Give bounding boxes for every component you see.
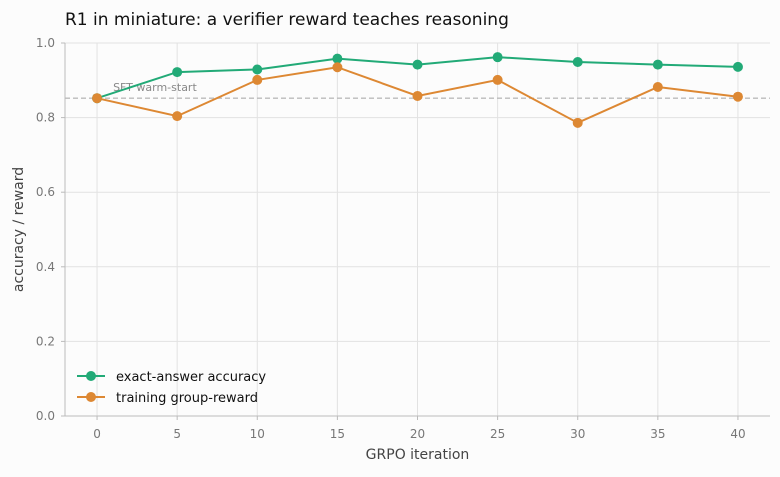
data-point-series-2 (732, 91, 743, 102)
data-point-series-2 (572, 117, 583, 128)
legend-label: training group-reward (116, 391, 258, 406)
data-point-series-2 (492, 74, 503, 85)
data-point-series-2 (172, 111, 183, 122)
data-point-series-1 (572, 57, 583, 68)
y-tick-label: 1.0 (36, 36, 55, 50)
legend-label: exact-answer accuracy (116, 370, 266, 385)
data-point-series-1 (732, 61, 743, 72)
legend-swatch-marker (86, 392, 96, 402)
x-tick-label: 0 (93, 427, 101, 441)
data-point-series-1 (172, 67, 183, 78)
data-point-series-1 (492, 52, 503, 63)
y-tick-label: 0.2 (36, 334, 55, 348)
x-tick-label: 30 (570, 427, 585, 441)
x-tick-label: 25 (490, 427, 505, 441)
chart-title: R1 in miniature: a verifier reward teach… (65, 10, 509, 30)
y-tick-label: 0.0 (36, 409, 55, 423)
x-tick-label: 15 (330, 427, 345, 441)
x-tick-label: 40 (730, 427, 745, 441)
y-tick-label: 0.6 (36, 185, 55, 199)
legend-swatch-marker (86, 371, 96, 381)
y-tick-label: 0.4 (36, 260, 55, 274)
data-point-series-2 (332, 62, 343, 73)
data-point-series-2 (412, 90, 423, 101)
reference-line-label: SFT warm-start (113, 81, 197, 94)
y-tick-label: 0.8 (36, 111, 55, 125)
data-point-series-2 (652, 82, 663, 93)
data-point-series-1 (412, 59, 423, 70)
x-tick-label: 10 (250, 427, 265, 441)
data-point-series-1 (332, 53, 343, 64)
y-axis-label: accuracy / reward (11, 167, 27, 292)
x-tick-label: 35 (650, 427, 665, 441)
data-point-series-2 (92, 93, 103, 104)
x-tick-label: 5 (173, 427, 181, 441)
x-axis-label: GRPO iteration (366, 447, 470, 463)
data-point-series-1 (252, 64, 263, 75)
data-point-series-2 (252, 74, 263, 85)
data-point-series-1 (652, 59, 663, 70)
x-tick-label: 20 (410, 427, 425, 441)
